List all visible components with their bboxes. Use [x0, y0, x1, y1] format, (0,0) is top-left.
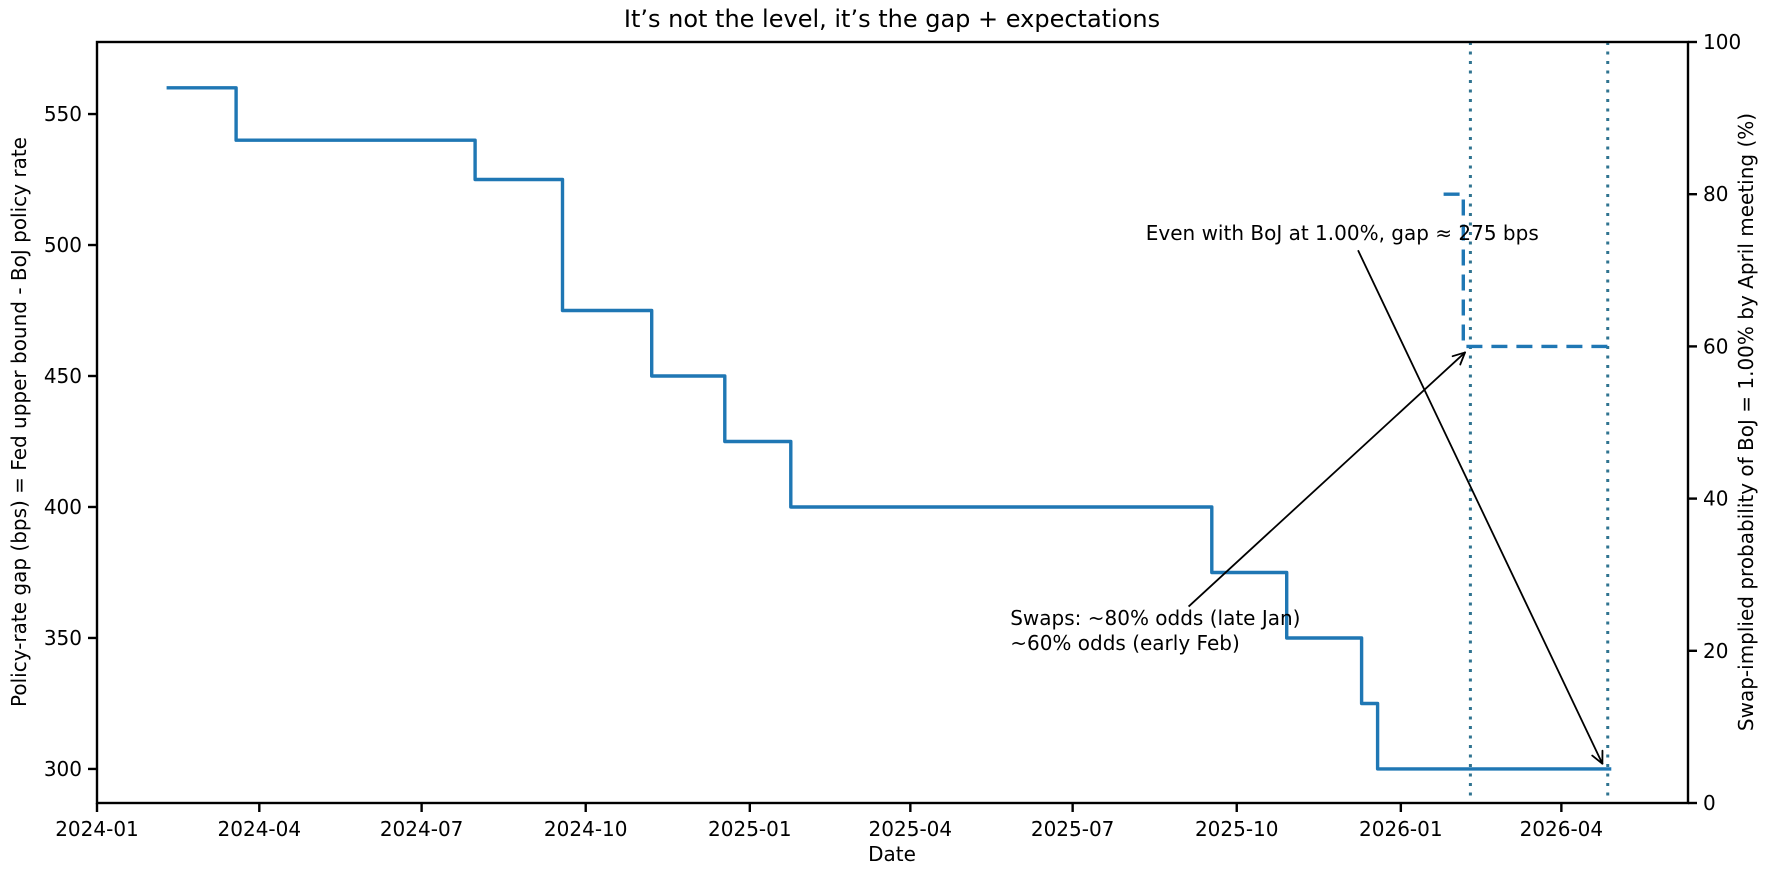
x-tick-label: 2024-01 — [55, 817, 139, 841]
x-tick-label: 2026-04 — [1520, 817, 1604, 841]
right-y-tick-label: 0 — [1703, 791, 1716, 815]
chart-title: It’s not the level, it’s the gap + expec… — [624, 5, 1160, 33]
left-y-tick-label: 450 — [44, 364, 82, 388]
right-y-tick-label: 80 — [1703, 182, 1728, 206]
right-y-tick-label: 100 — [1703, 30, 1741, 54]
swaps-annotation-arrow — [1187, 351, 1466, 608]
x-tick-label: 2024-10 — [544, 817, 628, 841]
axes-spines — [95, 40, 1690, 805]
left-y-tick-label: 400 — [44, 495, 82, 519]
right-y-tick-label: 40 — [1703, 487, 1728, 511]
gap-annotation-arrow — [1357, 249, 1604, 765]
x-tick-label: 2025-07 — [1031, 817, 1115, 841]
swaps-annotation-text: Swaps: ~80% odds (late Jan) ~60% odds (ea… — [1010, 606, 1300, 655]
left-y-axis-label: Policy-rate gap (bps) = Fed upper bound … — [7, 137, 31, 707]
swaps-annotation-arrowhead — [1459, 351, 1466, 366]
x-tick-label: 2024-04 — [218, 817, 302, 841]
right-y-tick-label: 20 — [1703, 639, 1728, 663]
x-tick-label: 2024-07 — [380, 817, 464, 841]
left-y-tick-label: 300 — [44, 757, 82, 781]
x-axis-label: Date — [868, 842, 916, 866]
gap-annotation-arrowhead — [1591, 754, 1604, 765]
right-y-tick-label: 60 — [1703, 334, 1728, 358]
x-tick-label: 2025-04 — [869, 817, 953, 841]
swaps-annotation-arrowhead — [1451, 351, 1466, 358]
left-y-tick-label: 500 — [44, 233, 82, 257]
chart-plot-area: Even with BoJ at 1.00%, gap ≈ 275 bps Swa… — [44, 30, 1741, 841]
x-tick-label: 2025-01 — [708, 817, 792, 841]
gap-annotation-text: Even with BoJ at 1.00%, gap ≈ 275 bps — [1146, 221, 1539, 245]
swap-implied-probability-pct-line — [1443, 192, 1612, 349]
x-tick-label: 2026-01 — [1359, 817, 1443, 841]
left-y-tick-label: 550 — [44, 102, 82, 126]
right-y-axis-label: Swap-implied probability of BoJ = 1.00% … — [1734, 113, 1758, 731]
left-y-tick-label: 350 — [44, 626, 82, 650]
x-tick-label: 2025-10 — [1195, 817, 1279, 841]
policy-rate-gap-bps-line — [166, 86, 1612, 771]
